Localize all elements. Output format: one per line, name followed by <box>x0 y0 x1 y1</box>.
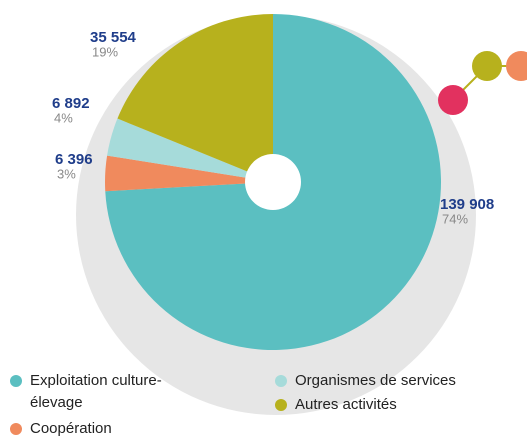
pie-slice <box>105 155 274 192</box>
pie-hole <box>245 154 301 210</box>
legend-label: Coopération <box>30 420 112 437</box>
decor-dot <box>438 85 468 115</box>
decor-dot <box>472 51 502 81</box>
percent-label: 4% <box>54 110 73 125</box>
percent-label: 3% <box>57 166 76 181</box>
legend-item: Autres activités <box>275 394 527 416</box>
value-label: 6 892 <box>52 95 90 112</box>
percent-label: 74% <box>442 211 468 226</box>
decor-dot <box>506 51 527 81</box>
legend-swatch <box>10 423 22 435</box>
legend-label: Organismes de services <box>295 372 456 389</box>
value-label: 6 396 <box>55 151 93 168</box>
value-label: 35 554 <box>90 29 137 46</box>
pie-slice <box>107 118 273 182</box>
legend-swatch <box>10 375 22 387</box>
legend-item: Organismes de services <box>275 370 527 392</box>
legend-swatch <box>275 399 287 411</box>
legend-item: Coopération <box>10 418 270 440</box>
percent-label: 19% <box>92 44 118 59</box>
legend-item: Exploitation culture-élevage <box>10 370 180 414</box>
legend-label: Exploitation culture-élevage <box>30 372 162 411</box>
legend-swatch <box>275 375 287 387</box>
pie-slice <box>117 14 273 182</box>
value-label: 139 908 <box>440 196 494 213</box>
legend-label: Autres activités <box>295 396 397 413</box>
